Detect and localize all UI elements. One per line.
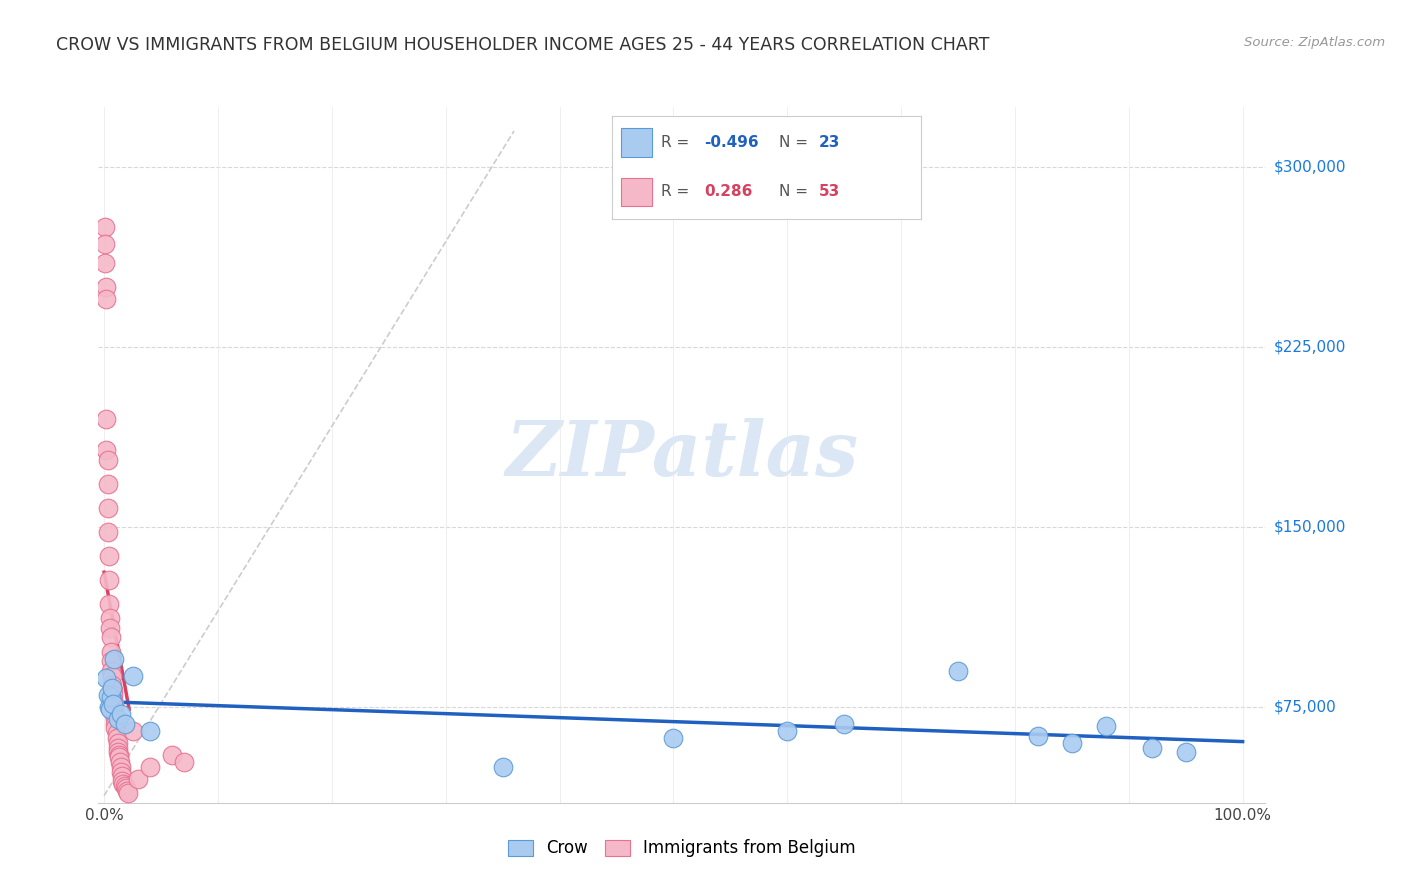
Point: [107, 740, 129, 755]
Point: [1140, 740, 1163, 755]
Point: [491, 760, 513, 774]
Point: [107, 712, 129, 726]
Point: [107, 736, 129, 750]
Point: [103, 683, 125, 698]
Point: [96, 280, 118, 294]
Point: [94, 219, 117, 234]
Point: [121, 668, 143, 682]
Text: $150,000: $150,000: [1274, 519, 1346, 534]
Point: [111, 769, 134, 783]
Point: [114, 781, 136, 796]
Point: [96, 412, 118, 426]
Point: [162, 747, 184, 762]
Text: R =: R =: [661, 135, 695, 150]
Point: [110, 706, 132, 721]
Point: [101, 668, 124, 682]
Point: [1026, 729, 1049, 743]
Point: [100, 630, 122, 644]
Point: [100, 654, 122, 668]
Bar: [621, 128, 652, 157]
Text: N =: N =: [779, 135, 813, 150]
Text: CROW VS IMMIGRANTS FROM BELGIUM HOUSEHOLDER INCOME AGES 25 - 44 YEARS CORRELATIO: CROW VS IMMIGRANTS FROM BELGIUM HOUSEHOL…: [56, 36, 990, 54]
Point: [173, 755, 195, 769]
Text: $75,000: $75,000: [1274, 699, 1337, 714]
Point: [98, 702, 121, 716]
Point: [117, 786, 139, 800]
Point: [111, 774, 134, 789]
Point: [114, 716, 136, 731]
Point: [96, 500, 118, 515]
Point: [1174, 746, 1197, 760]
Point: [103, 698, 125, 712]
Point: [98, 621, 121, 635]
Point: [1060, 736, 1083, 750]
Point: [100, 690, 122, 705]
Point: [96, 452, 118, 467]
Point: [96, 292, 118, 306]
Point: [104, 716, 127, 731]
Point: [104, 722, 127, 736]
Point: [108, 750, 131, 764]
Point: [103, 706, 125, 721]
Point: [121, 723, 143, 738]
Legend: Crow, Immigrants from Belgium: Crow, Immigrants from Belgium: [502, 833, 862, 864]
Point: [98, 611, 121, 625]
Point: [103, 698, 125, 712]
Point: [108, 747, 131, 762]
Point: [96, 524, 118, 539]
Point: [97, 597, 120, 611]
Point: [96, 443, 118, 458]
Text: 23: 23: [818, 135, 841, 150]
Text: N =: N =: [779, 185, 813, 200]
Point: [94, 256, 117, 270]
Point: [662, 731, 685, 745]
Text: -0.496: -0.496: [704, 135, 759, 150]
Point: [103, 652, 125, 666]
Point: [103, 702, 125, 716]
Point: [104, 712, 127, 726]
Text: 0.286: 0.286: [704, 185, 752, 200]
Text: $225,000: $225,000: [1274, 340, 1346, 354]
Text: $300,000: $300,000: [1274, 160, 1346, 175]
Point: [112, 776, 135, 790]
Point: [100, 645, 122, 659]
Point: [94, 236, 117, 251]
Point: [105, 731, 128, 745]
Point: [138, 723, 160, 738]
Point: [114, 779, 136, 793]
Point: [101, 678, 124, 692]
Point: [101, 681, 124, 695]
Text: Source: ZipAtlas.com: Source: ZipAtlas.com: [1244, 36, 1385, 49]
Point: [97, 573, 120, 587]
Text: ZIPatlas: ZIPatlas: [505, 418, 859, 491]
Bar: [621, 178, 652, 206]
Point: [138, 760, 160, 774]
Point: [108, 755, 131, 769]
Point: [100, 664, 122, 678]
Point: [97, 549, 120, 563]
Point: [127, 772, 149, 786]
Point: [97, 699, 120, 714]
Point: [107, 746, 129, 760]
Point: [96, 671, 118, 685]
Point: [103, 692, 125, 706]
Point: [96, 476, 118, 491]
Point: [96, 688, 118, 702]
Point: [832, 716, 855, 731]
Text: 53: 53: [818, 185, 841, 200]
Point: [776, 723, 799, 738]
Point: [946, 664, 969, 678]
Point: [103, 688, 125, 702]
Point: [1095, 719, 1118, 733]
Text: R =: R =: [661, 185, 699, 200]
Point: [105, 726, 128, 740]
Point: [110, 764, 132, 779]
Point: [110, 760, 132, 774]
Point: [115, 784, 138, 798]
